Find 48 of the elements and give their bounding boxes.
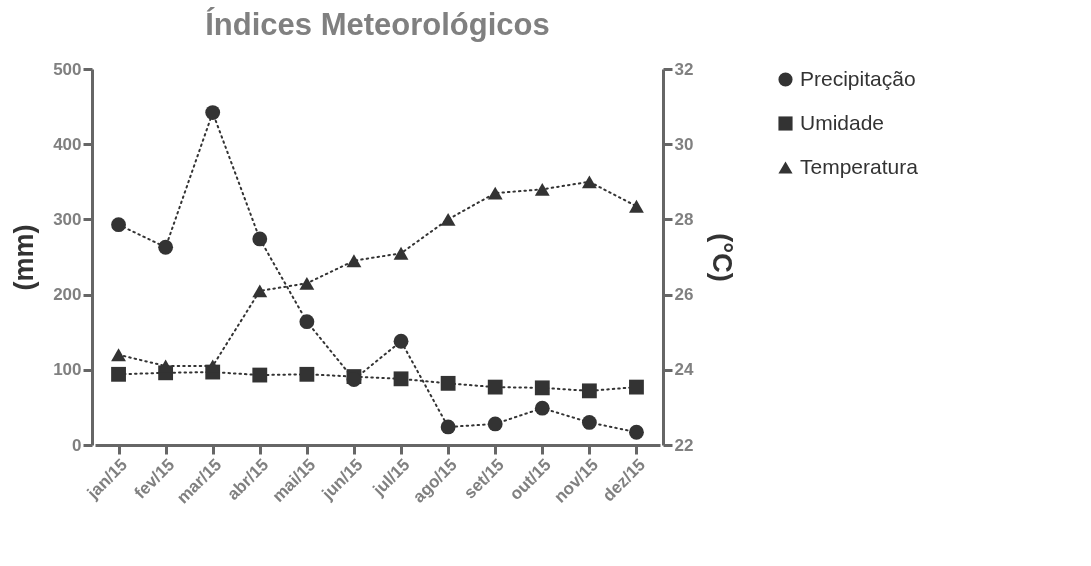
point: [158, 239, 174, 255]
point: [440, 212, 456, 226]
point: [440, 375, 456, 391]
point: [581, 383, 597, 399]
point: [581, 415, 597, 430]
point: [487, 379, 503, 395]
point: [111, 217, 126, 233]
y-tick-label: 0: [72, 435, 82, 455]
point: [629, 379, 644, 395]
point: [346, 254, 362, 268]
y-tick-label: 100: [53, 360, 82, 380]
y2-tick-label: 26: [674, 285, 694, 305]
point: [487, 416, 503, 432]
point: [581, 175, 597, 189]
point: [205, 105, 221, 121]
point: [111, 366, 126, 382]
y2-tick-label: 28: [674, 209, 694, 229]
point: [111, 348, 126, 362]
y2-axis-title: (°C): [707, 233, 738, 282]
legend-label: Temperatura: [800, 154, 919, 178]
point: [534, 380, 550, 396]
point: [252, 284, 268, 298]
y2-tick-label: 32: [674, 59, 694, 79]
y-axis-title: (mm): [9, 224, 40, 291]
point: [629, 199, 644, 213]
point: [534, 400, 550, 416]
point: [534, 182, 550, 196]
point: [252, 231, 268, 247]
point: [299, 366, 315, 382]
y-tick-label: 200: [53, 285, 82, 305]
point: [629, 424, 644, 440]
point: [440, 419, 456, 435]
point: [393, 371, 409, 387]
point: [487, 186, 503, 200]
point: [252, 367, 268, 383]
legend-label: Precipitação: [800, 66, 916, 90]
y2-tick-label: 22: [674, 435, 694, 455]
chart-title: Índices Meteorológicos: [205, 7, 550, 42]
point: [393, 333, 409, 349]
point: [393, 246, 409, 260]
y2-tick-label: 30: [674, 134, 694, 154]
y-tick-label: 300: [53, 209, 82, 229]
y-tick-label: 500: [53, 59, 82, 79]
point: [299, 314, 315, 330]
y-tick-label: 400: [53, 134, 82, 154]
point: [299, 276, 315, 290]
legend-label: Umidade: [800, 110, 885, 134]
y2-tick-label: 24: [674, 360, 694, 380]
